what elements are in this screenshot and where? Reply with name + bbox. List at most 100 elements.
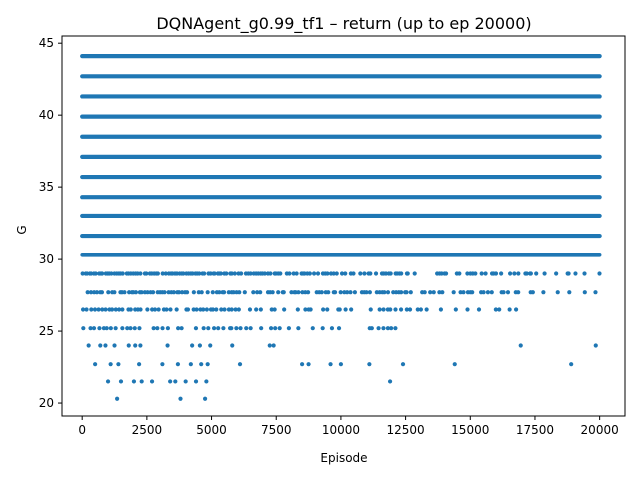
- return-point: [113, 326, 118, 331]
- return-point: [204, 307, 209, 312]
- return-point: [255, 290, 260, 295]
- return-point: [181, 271, 186, 276]
- return-point: [137, 326, 142, 331]
- return-point: [99, 290, 105, 295]
- return-point: [137, 362, 142, 367]
- return-point: [258, 290, 263, 295]
- return-point: [210, 290, 215, 295]
- return-point: [150, 290, 156, 295]
- return-point: [212, 271, 217, 276]
- return-point: [476, 307, 482, 312]
- return-point: [229, 271, 234, 276]
- return-point: [88, 326, 93, 331]
- return-point: [201, 307, 206, 312]
- return-point: [485, 290, 491, 295]
- return-point: [286, 326, 292, 331]
- return-point: [573, 271, 578, 276]
- return-point: [273, 326, 278, 331]
- return-point: [81, 326, 86, 331]
- return-point: [325, 271, 330, 276]
- return-point: [231, 290, 236, 295]
- return-point: [216, 326, 221, 331]
- return-point: [404, 290, 409, 295]
- return-point: [100, 307, 105, 312]
- return-point: [367, 362, 372, 367]
- return-point: [399, 290, 404, 295]
- return-point: [418, 307, 423, 312]
- return-point: [507, 307, 512, 312]
- return-point: [138, 343, 143, 348]
- return-point: [331, 271, 336, 276]
- return-point: [133, 343, 138, 348]
- return-point: [93, 271, 98, 276]
- return-point: [126, 343, 131, 348]
- return-point: [89, 307, 94, 312]
- return-point: [593, 343, 598, 348]
- return-point: [171, 290, 176, 295]
- return-point: [336, 326, 342, 331]
- return-point: [197, 271, 202, 276]
- return-point: [191, 290, 196, 295]
- return-point: [428, 290, 433, 295]
- return-point: [98, 343, 103, 348]
- return-point: [183, 379, 188, 384]
- return-point: [271, 343, 276, 348]
- return-point: [239, 271, 244, 276]
- return-point: [473, 271, 478, 276]
- return-point: [175, 362, 181, 367]
- return-point: [349, 307, 354, 312]
- return-point: [391, 290, 396, 295]
- return-point: [276, 290, 281, 295]
- return-point: [208, 271, 213, 276]
- return-point: [393, 307, 398, 312]
- return-point: [453, 307, 458, 312]
- return-point: [368, 271, 373, 276]
- return-point: [204, 379, 209, 384]
- return-point: [201, 326, 206, 331]
- return-point: [362, 271, 367, 276]
- x-tick-label: 10000: [322, 423, 360, 437]
- return-point: [582, 290, 587, 295]
- return-point: [221, 326, 226, 331]
- return-point: [516, 290, 521, 295]
- return-point: [196, 290, 201, 295]
- return-point: [310, 326, 315, 331]
- return-point: [199, 362, 204, 367]
- return-point: [337, 307, 342, 312]
- return-point: [155, 271, 160, 276]
- return-point: [144, 271, 149, 276]
- return-point: [268, 326, 274, 331]
- return-point: [206, 326, 211, 331]
- return-point: [193, 379, 199, 384]
- return-point: [128, 307, 133, 312]
- return-point: [534, 271, 539, 276]
- return-point: [108, 326, 113, 331]
- return-point: [248, 271, 253, 276]
- x-tick-label: 17500: [516, 423, 554, 437]
- return-point: [185, 307, 191, 312]
- return-point: [120, 271, 125, 276]
- return-point: [116, 362, 121, 367]
- return-point: [152, 307, 158, 312]
- return-point: [180, 290, 185, 295]
- return-point: [112, 290, 117, 295]
- return-point: [88, 290, 94, 295]
- return-point: [229, 326, 234, 331]
- return-point: [202, 271, 207, 276]
- return-point: [385, 290, 391, 295]
- return-point: [398, 307, 404, 312]
- return-point: [389, 326, 394, 331]
- return-point: [277, 326, 282, 331]
- return-point: [139, 290, 144, 295]
- return-point: [281, 290, 286, 295]
- return-point: [399, 271, 404, 276]
- return-point: [415, 307, 420, 312]
- return-point: [348, 290, 353, 295]
- return-point: [217, 290, 222, 295]
- return-point: [205, 290, 210, 295]
- chart-title: DQNAgent_g0.99_tf1 – return (up to ep 20…: [156, 14, 531, 34]
- return-point: [149, 379, 155, 384]
- return-point: [461, 290, 466, 295]
- return-point: [120, 326, 125, 331]
- y-tick-label: 30: [39, 252, 54, 266]
